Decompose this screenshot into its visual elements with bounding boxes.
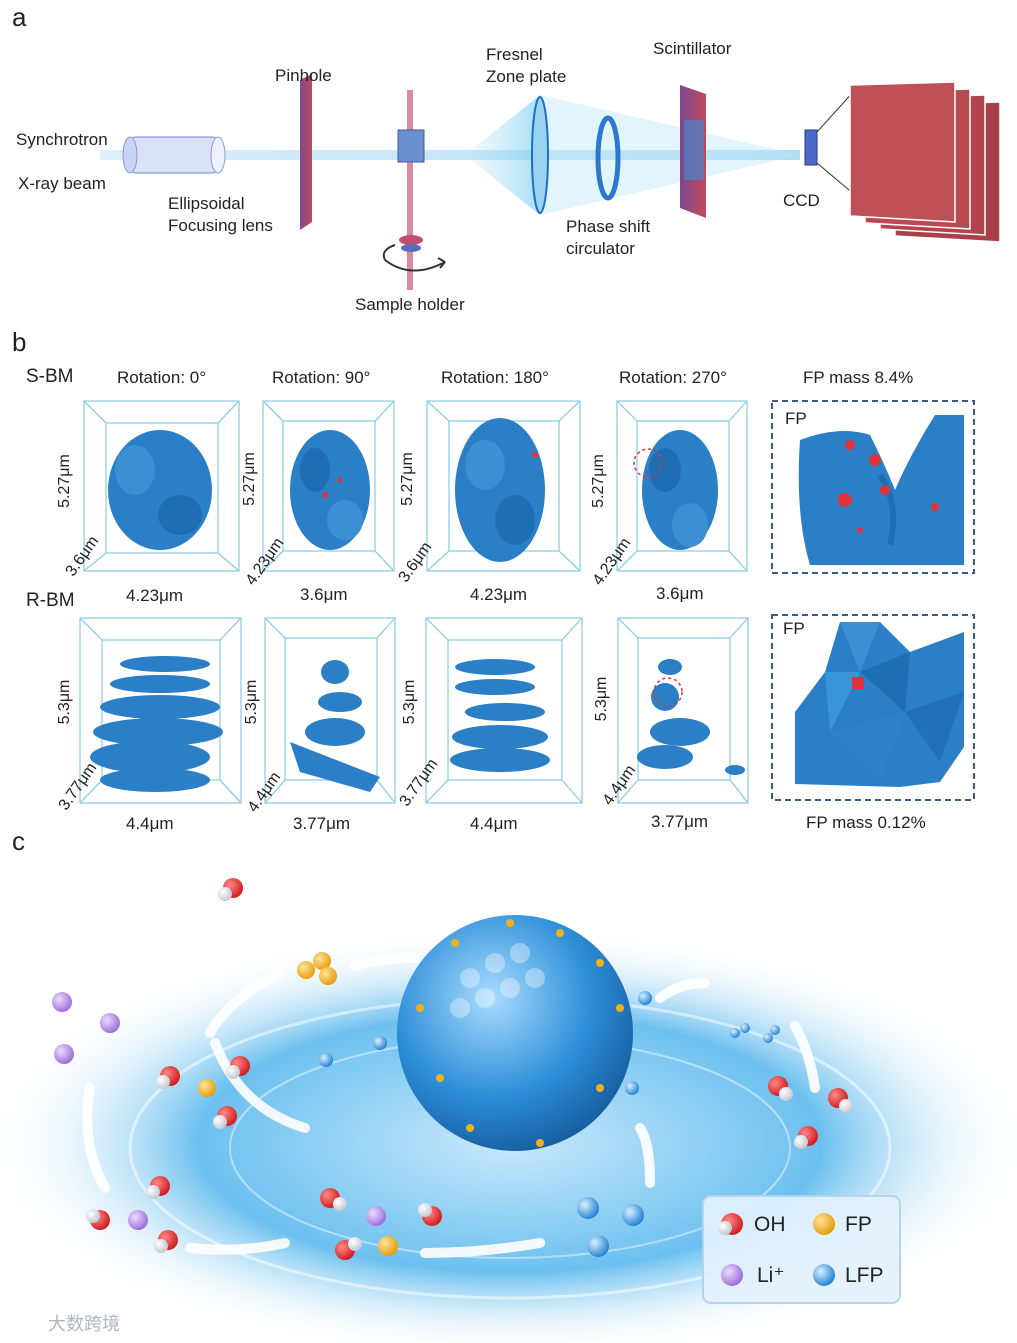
rbm-height-2: 5.3μm	[401, 679, 418, 725]
sbm-height-3: 5.27μm	[590, 454, 607, 508]
fp-tag-rbm: FP	[783, 619, 805, 638]
sbm-particle-270	[633, 430, 718, 550]
sbm-fp-zoom-particle	[798, 415, 964, 565]
sbm-particle-90	[290, 430, 370, 550]
panel-letter-b: b	[12, 327, 27, 357]
sample-holder	[382, 90, 446, 290]
sbm-height-1: 5.27μm	[241, 452, 258, 506]
rotation-label-0: Rotation: 0°	[117, 368, 207, 387]
row-label-rbm: R-BM	[26, 590, 75, 611]
panel-letter-a: a	[12, 2, 27, 32]
sbm-width-3: 3.6μm	[656, 584, 704, 603]
rbm-particle-270	[637, 659, 745, 775]
fp-mass-sbm: FP mass 8.4%	[803, 368, 914, 387]
legend-box	[702, 1195, 901, 1304]
xray-beam	[100, 150, 800, 160]
rbm-width-0: 4.4μm	[126, 814, 174, 833]
label-fresnel: Fresnel	[486, 45, 543, 64]
li-ions	[52, 992, 386, 1230]
ellipsoidal-lens	[122, 136, 226, 174]
sbm-tomography-row	[83, 400, 975, 574]
rbm-particle-90	[290, 660, 380, 792]
rbm-height-1: 5.3μm	[243, 679, 260, 725]
rbm-width-2: 4.4μm	[470, 814, 518, 833]
lfp-particles	[319, 991, 780, 1257]
label-ccd: CCD	[783, 191, 820, 210]
sbm-particle-180	[455, 418, 545, 562]
flow-arrows	[82, 923, 820, 1258]
label-synchrotron: Synchrotron	[16, 130, 108, 149]
pinhole-plate	[300, 74, 312, 230]
fp-particles	[198, 952, 398, 1256]
legend-oh: OH	[754, 1213, 786, 1236]
rotation-label-180: Rotation: 180°	[441, 368, 549, 387]
focusing-cone	[465, 95, 540, 215]
detector-stack	[849, 81, 1001, 243]
panel-letter-c: c	[12, 826, 25, 856]
label-ellipsoidal: Ellipsoidal	[168, 194, 245, 213]
rbm-fp-zoom-particle	[795, 622, 964, 787]
sbm-width-2: 4.23μm	[470, 585, 528, 604]
label-xray-beam: X-ray beam	[18, 174, 106, 193]
label-pinhole: Pinhole	[275, 66, 332, 85]
oh-molecules	[86, 878, 853, 1260]
row-label-sbm: S-BM	[26, 366, 74, 387]
rbm-height-0: 5.3μm	[56, 679, 73, 725]
label-zone-plate: Zone plate	[486, 67, 567, 86]
sbm-width-0: 4.23μm	[126, 586, 184, 605]
rbm-width-1: 3.77μm	[293, 814, 351, 833]
diverging-cone	[540, 95, 800, 215]
sbm-height-2: 5.27μm	[399, 452, 416, 506]
label-focusing-lens: Focusing lens	[168, 216, 273, 235]
sbm-width-1: 3.6μm	[300, 585, 348, 604]
watermark: 大数跨境	[48, 1314, 120, 1334]
reaction-illustration	[0, 878, 1017, 1343]
beamline-diagram	[100, 74, 1001, 290]
sbm-height-0: 5.27μm	[56, 454, 73, 508]
ccd-sensor	[804, 129, 818, 166]
label-circulator: circulator	[566, 239, 635, 258]
rbm-width-3: 3.77μm	[651, 812, 709, 831]
lfp-nanosphere	[397, 915, 633, 1151]
rbm-particle-0	[90, 656, 223, 792]
fp-tag-sbm: FP	[785, 409, 807, 428]
rbm-particle-180	[450, 659, 550, 772]
label-phase-shift: Phase shift	[566, 217, 651, 236]
rbm-height-3: 5.3μm	[593, 676, 610, 722]
legend-li: Li⁺	[757, 1264, 785, 1287]
phase-shift-ring	[595, 115, 621, 201]
fresnel-zone-plate	[531, 96, 549, 214]
legend-fp: FP	[845, 1213, 872, 1236]
sbm-particle-0	[108, 430, 212, 550]
label-sample-holder: Sample holder	[355, 295, 465, 314]
rotation-label-270: Rotation: 270°	[619, 368, 727, 387]
fp-mass-rbm: FP mass 0.12%	[806, 813, 926, 832]
rbm-tomography-row	[79, 614, 975, 804]
label-scintillator: Scintillator	[653, 39, 732, 58]
rotation-label-90: Rotation: 90°	[272, 368, 371, 387]
legend-lfp: LFP	[845, 1264, 884, 1287]
